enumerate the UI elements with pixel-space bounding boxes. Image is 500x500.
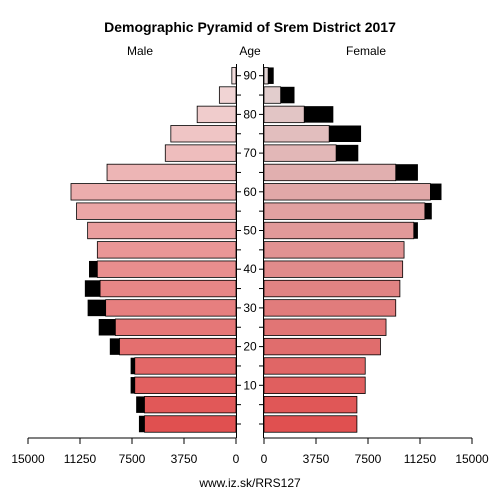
male-excess-bar-15-19 bbox=[130, 357, 135, 375]
female-x-tick-label-3: 11250 bbox=[404, 452, 437, 466]
male-bar-5-9 bbox=[144, 395, 237, 414]
male-x-tick-label-2: 7500 bbox=[119, 452, 146, 466]
male-bar-15-19 bbox=[134, 357, 237, 375]
male-bar-60-64 bbox=[70, 183, 237, 201]
female-bar-65-69 bbox=[263, 163, 397, 182]
age-tick-label-20: 20 bbox=[243, 340, 257, 354]
female-excess-bar-55-59 bbox=[424, 202, 432, 220]
age-tick-label-90: 90 bbox=[243, 69, 257, 83]
male-bar-90+ bbox=[231, 67, 237, 85]
female-bar-0-4 bbox=[263, 415, 358, 433]
male-x-tick-label-3: 3750 bbox=[171, 452, 198, 466]
female-excess-bar-70-74 bbox=[336, 144, 359, 162]
female-x-tick-label-1: 3750 bbox=[303, 452, 330, 466]
age-label: Age bbox=[239, 44, 261, 58]
male-excess-bar-35-39 bbox=[84, 280, 101, 297]
axes-group: 10 20 30 40 50 60 70 80 90 15000 11250 7500 3750 0 0 37… bbox=[11, 64, 489, 466]
female-bar-60-64 bbox=[263, 183, 431, 201]
age-tick-label-30: 30 bbox=[243, 301, 257, 315]
female-bar-15-19 bbox=[263, 357, 366, 375]
female-x-tick-label-0: 0 bbox=[261, 452, 268, 466]
source-text: www.iz.sk/RRS127 bbox=[198, 476, 301, 490]
female-bar-75-79 bbox=[263, 125, 330, 143]
male-bar-45-49 bbox=[96, 241, 237, 259]
female-excess-bar-50-54 bbox=[413, 222, 418, 239]
male-bar-0-4 bbox=[144, 415, 237, 433]
male-x-tick-label-1: 11250 bbox=[64, 452, 97, 466]
female-bar-40-44 bbox=[263, 260, 404, 278]
female-excess-bar-75-79 bbox=[329, 125, 362, 142]
female-excess-bar-85-89 bbox=[280, 86, 295, 104]
female-bar-30-34 bbox=[263, 299, 397, 317]
male-excess-bar-0-4 bbox=[138, 415, 145, 433]
male-bar-50-54 bbox=[87, 221, 237, 240]
male-excess-bar-30-34 bbox=[87, 299, 106, 317]
male-bar-35-39 bbox=[99, 279, 237, 298]
age-tick-label-60: 60 bbox=[243, 185, 257, 199]
female-bar-45-49 bbox=[263, 241, 405, 259]
male-bar-40-44 bbox=[96, 260, 237, 278]
male-bar-80-84 bbox=[196, 105, 237, 124]
male-x-tick-label-0: 15000 bbox=[11, 452, 45, 466]
male-label: Male bbox=[127, 44, 153, 58]
female-bar-5-9 bbox=[263, 395, 358, 414]
female-excess-bar-60-64 bbox=[430, 183, 442, 201]
female-excess-bar-65-69 bbox=[395, 164, 418, 181]
female-bar-20-24 bbox=[263, 337, 381, 356]
female-bar-50-54 bbox=[263, 221, 415, 240]
female-bar-10-14 bbox=[263, 376, 366, 394]
male-bar-10-14 bbox=[134, 376, 237, 394]
female-bar-90+ bbox=[263, 67, 269, 85]
male-bar-85-89 bbox=[218, 86, 237, 104]
male-excess-bar-10-14 bbox=[130, 377, 135, 394]
male-excess-bar-20-24 bbox=[109, 338, 120, 355]
female-excess-bar-90+ bbox=[268, 67, 274, 84]
male-excess-bar-5-9 bbox=[136, 396, 145, 413]
female-x-tick-label-4: 15000 bbox=[455, 452, 489, 466]
male-x-tick-label-4: 0 bbox=[233, 452, 240, 466]
female-excess-bar-80-84 bbox=[304, 106, 334, 123]
male-bar-70-74 bbox=[164, 144, 237, 162]
age-tick-label-80: 80 bbox=[243, 107, 257, 121]
male-bar-30-34 bbox=[105, 299, 237, 317]
female-bar-85-89 bbox=[263, 86, 282, 104]
female-label: Female bbox=[346, 44, 386, 58]
male-bar-25-29 bbox=[114, 318, 237, 336]
female-bar-70-74 bbox=[263, 144, 337, 162]
male-excess-bar-40-44 bbox=[89, 260, 98, 278]
age-tick-label-50: 50 bbox=[243, 224, 257, 238]
female-bar-25-29 bbox=[263, 318, 387, 336]
male-bar-65-69 bbox=[106, 163, 237, 182]
male-bar-20-24 bbox=[119, 337, 237, 356]
age-tick-label-10: 10 bbox=[243, 378, 257, 392]
male-excess-bar-25-29 bbox=[98, 319, 116, 336]
bars-group bbox=[70, 67, 442, 433]
female-bar-80-84 bbox=[263, 105, 305, 124]
female-x-tick-label-2: 7500 bbox=[355, 452, 382, 466]
male-bar-55-59 bbox=[76, 202, 237, 220]
female-bar-55-59 bbox=[263, 202, 426, 220]
chart-title: Demographic Pyramid of Srem District 201… bbox=[104, 19, 396, 35]
male-bar-75-79 bbox=[170, 125, 237, 143]
female-bar-35-39 bbox=[263, 279, 401, 298]
age-tick-label-40: 40 bbox=[243, 262, 257, 276]
age-tick-label-70: 70 bbox=[243, 146, 257, 160]
